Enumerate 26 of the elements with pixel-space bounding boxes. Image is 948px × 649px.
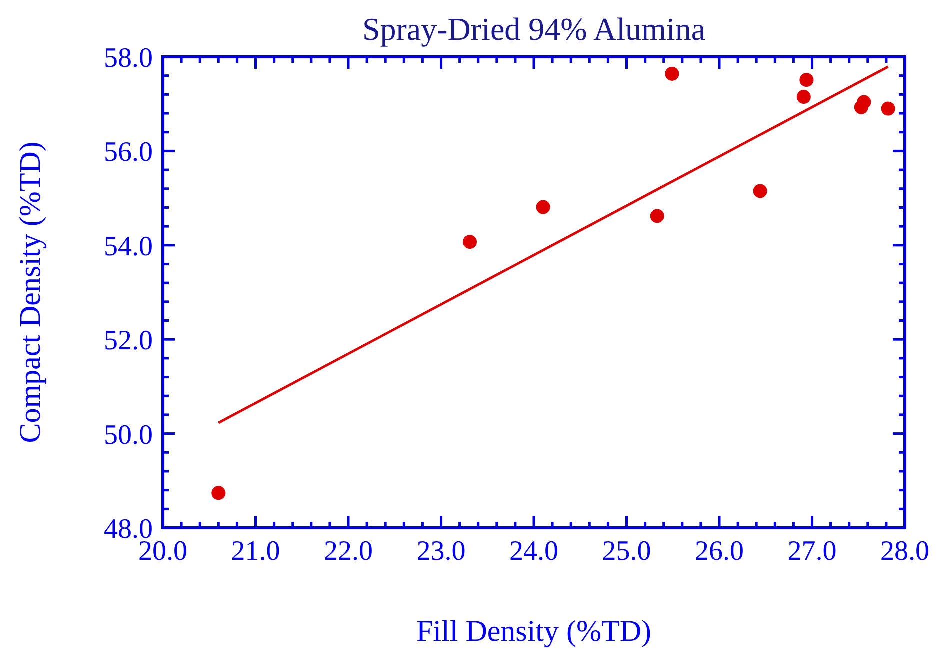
x-tick-label: 27.0: [788, 536, 837, 567]
point: [536, 200, 550, 214]
x-tick-label: 21.0: [231, 536, 280, 567]
point: [796, 90, 811, 104]
point: [753, 184, 768, 198]
x-tick-label: 22.0: [324, 536, 373, 567]
x-axis-title: Fill Density (%TD): [416, 615, 652, 648]
y-tick-label: 58.0: [104, 43, 153, 74]
y-axis-title: Compact Density (%TD): [14, 142, 47, 444]
y-tick-label: 50.0: [104, 420, 153, 451]
chart-title: Spray-Dried 94% Alumina: [362, 11, 706, 47]
y-tick-label: 52.0: [104, 326, 153, 357]
point: [800, 73, 814, 88]
x-tick-label: 24.0: [510, 536, 558, 567]
point: [857, 95, 872, 110]
point: [650, 209, 664, 224]
y-tick-label: 54.0: [104, 231, 153, 262]
x-tick-label: 23.0: [416, 536, 466, 567]
x-tick-label: 28.0: [880, 536, 930, 567]
x-tick-label: 26.0: [695, 536, 744, 567]
point: [665, 66, 680, 81]
y-tick-label: 56.0: [104, 137, 153, 168]
point: [212, 486, 226, 500]
point: [881, 102, 896, 116]
x-tick-label: 25.0: [602, 536, 652, 567]
point: [463, 235, 478, 250]
